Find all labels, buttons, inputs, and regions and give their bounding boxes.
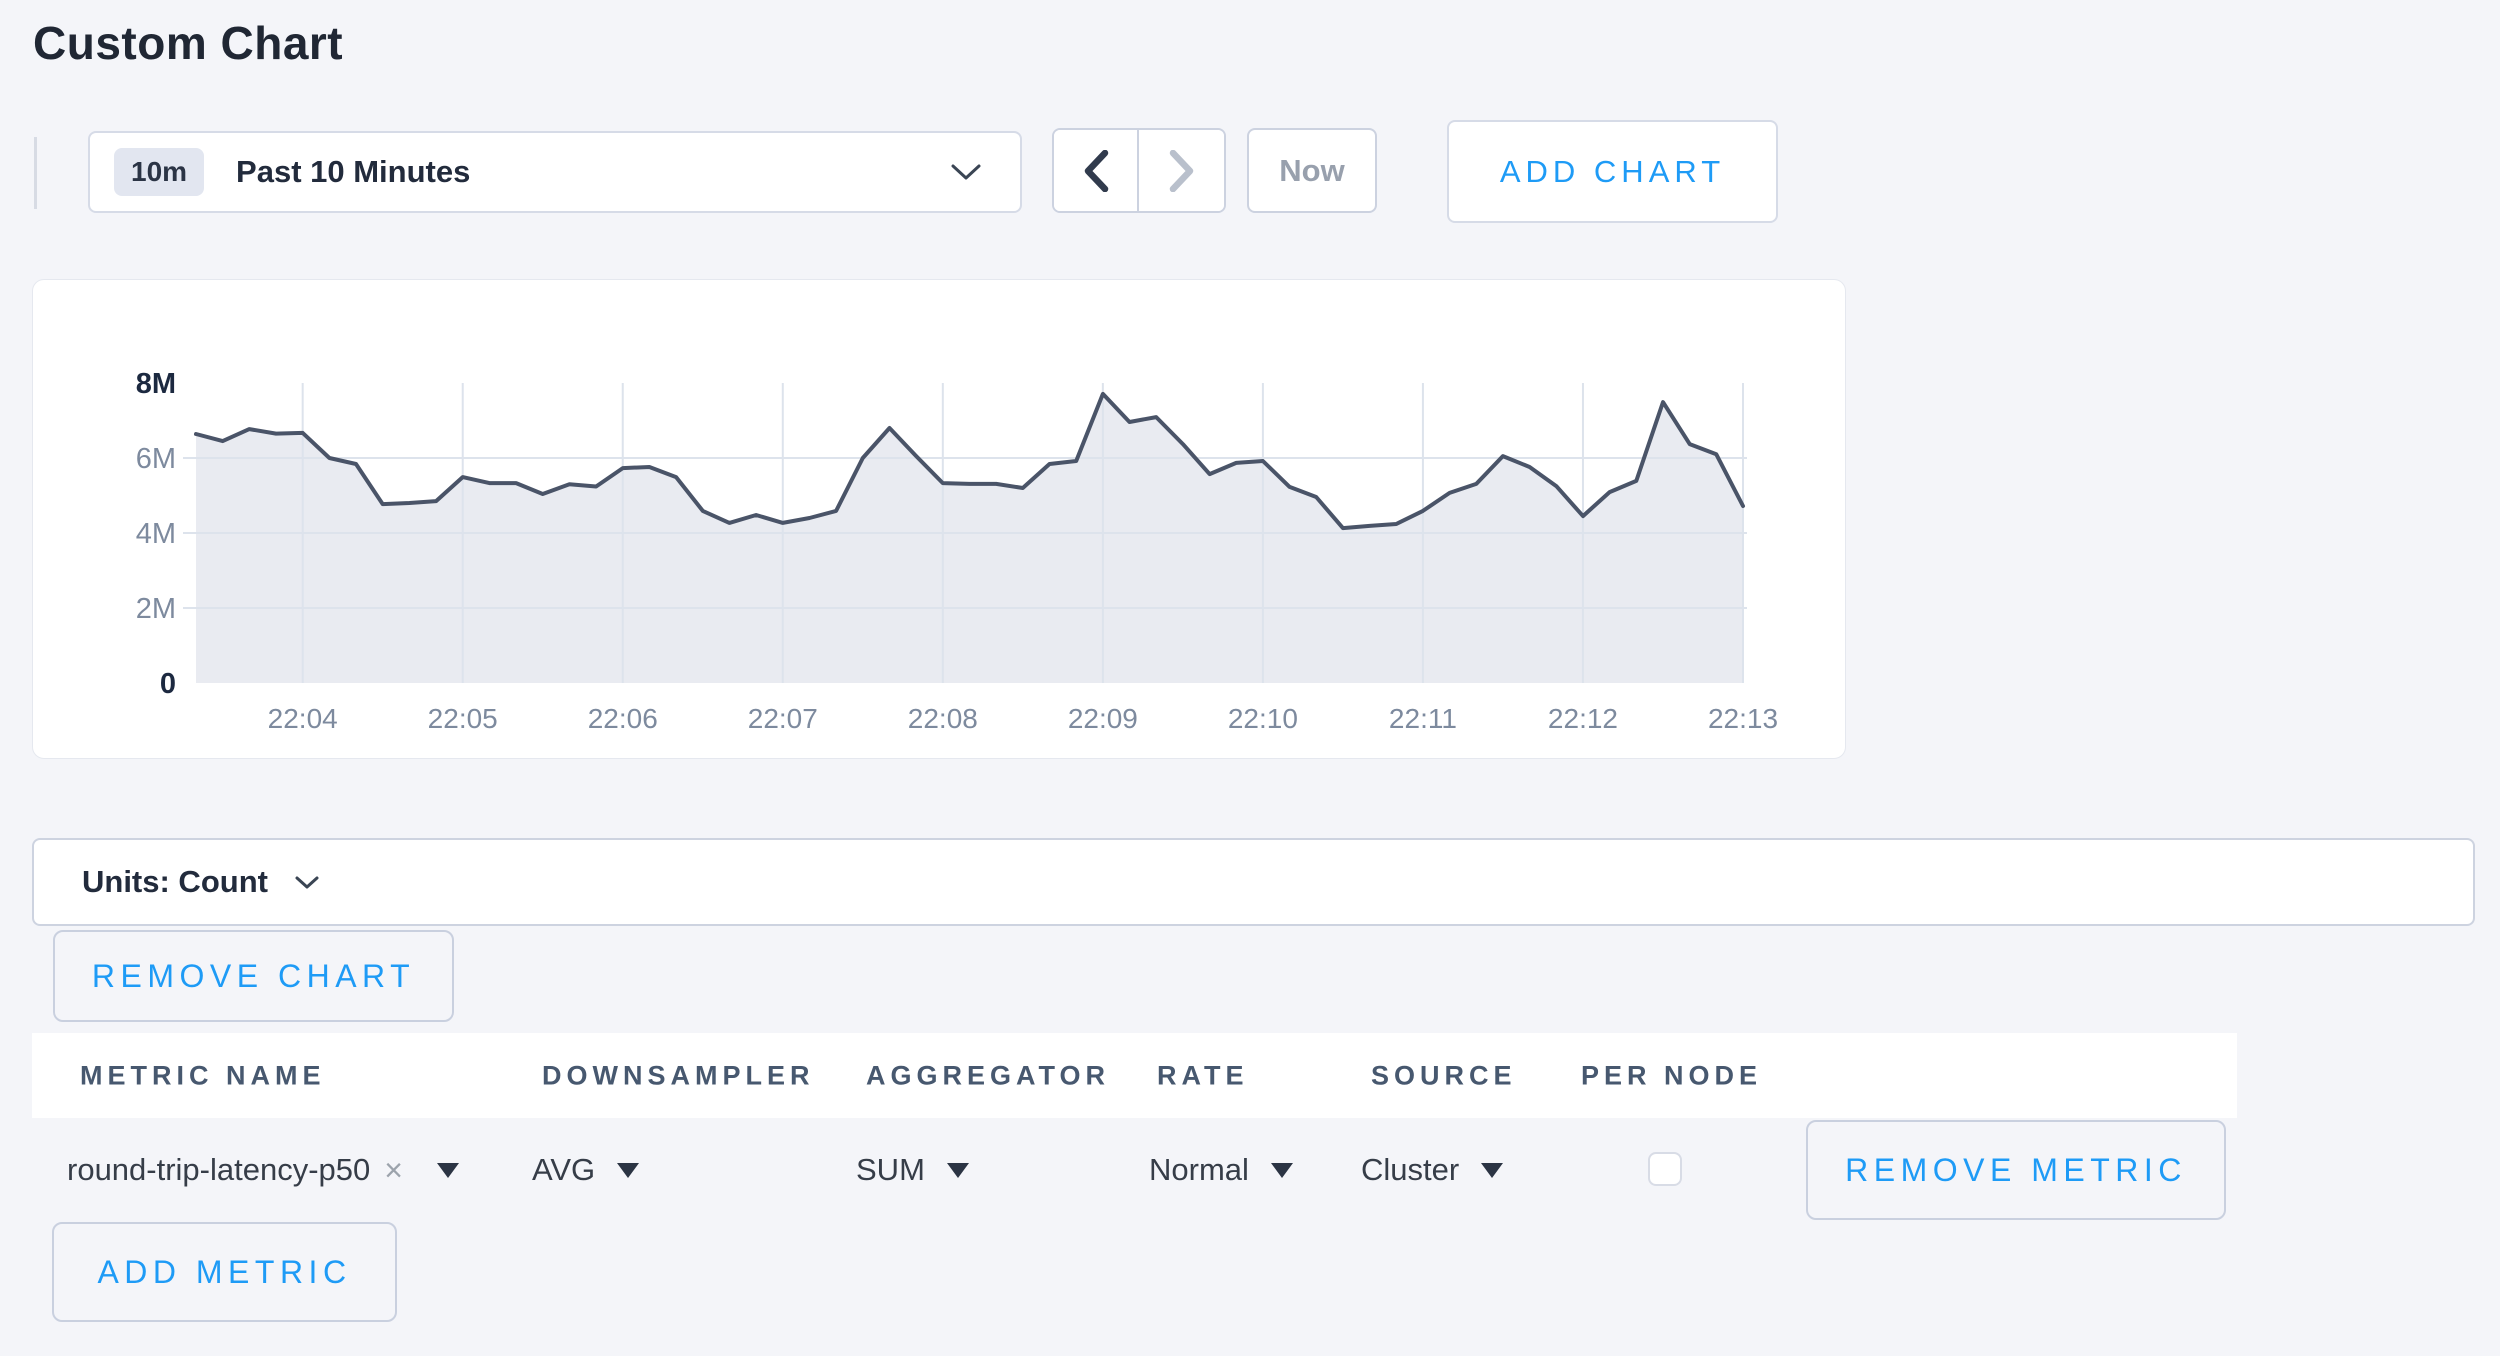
y-axis-label: 0 xyxy=(160,668,176,700)
downsampler-value: AVG xyxy=(532,1152,596,1187)
metrics-table-header: METRIC NAME DOWNSAMPLER AGGREGATOR RATE … xyxy=(32,1033,2237,1118)
caret-down-icon xyxy=(617,1162,640,1178)
chevron-right-icon xyxy=(1169,149,1193,192)
x-axis-label: 22:06 xyxy=(588,703,658,734)
x-axis-label: 22:10 xyxy=(1228,703,1298,734)
column-header-aggregator: AGGREGATOR xyxy=(866,1060,1111,1090)
downsampler-select[interactable]: AVG xyxy=(532,1148,640,1192)
rate-select[interactable]: Normal xyxy=(1149,1148,1293,1192)
remove-chart-button[interactable]: REMOVE CHART xyxy=(53,930,454,1022)
column-header-source: SOURCE xyxy=(1371,1060,1517,1090)
source-select[interactable]: Cluster xyxy=(1361,1148,1504,1192)
rate-value: Normal xyxy=(1149,1152,1249,1187)
remove-metric-button[interactable]: REMOVE METRIC xyxy=(1806,1120,2226,1220)
caret-down-icon xyxy=(1270,1162,1293,1178)
time-range-badge: 10m xyxy=(114,148,205,196)
x-axis-label: 22:13 xyxy=(1708,703,1778,734)
x-axis-label: 22:04 xyxy=(268,703,338,734)
chevron-left-icon xyxy=(1084,149,1108,192)
time-range-label: Past 10 Minutes xyxy=(236,154,471,189)
chart-card: 8M 6M 4M 2M 0 22:04 22:05 22:06 22:07 22:08 22:09 2… xyxy=(32,279,1846,759)
time-range-select[interactable]: 10m Past 10 Minutes xyxy=(88,131,1022,213)
units-select-label: Units: Count xyxy=(82,864,268,899)
y-axis-label: 6M xyxy=(136,443,176,475)
chart-area-fill xyxy=(196,393,1743,683)
units-select[interactable]: Units: Count xyxy=(32,838,2475,926)
now-button[interactable]: Now xyxy=(1247,128,1377,213)
add-metric-button[interactable]: ADD METRIC xyxy=(52,1222,397,1322)
x-axis-label: 22:11 xyxy=(1389,703,1457,734)
page-title: Custom Chart xyxy=(33,17,344,69)
toolbar-accent-divider xyxy=(34,137,37,209)
add-chart-button[interactable]: ADD CHART xyxy=(1447,120,1778,223)
timeseries-area-chart: 8M 6M 4M 2M 0 22:04 22:05 22:06 22:07 22:08 22:09 2… xyxy=(136,368,1778,734)
x-axis-label: 22:09 xyxy=(1068,703,1138,734)
y-axis-label: 8M xyxy=(136,368,176,400)
x-axis-label: 22:07 xyxy=(748,703,818,734)
time-pager xyxy=(1052,128,1226,213)
per-node-checkbox[interactable] xyxy=(1648,1152,1682,1186)
y-axis-label: 2M xyxy=(136,593,176,625)
column-header-rate: RATE xyxy=(1157,1060,1249,1090)
remove-x-icon[interactable]: × xyxy=(384,1151,403,1188)
chart-line xyxy=(194,391,1745,531)
metric-name-value: round-trip-latency-p50 xyxy=(67,1152,371,1187)
column-header-metric-name: METRIC NAME xyxy=(80,1060,326,1090)
x-axis-label: 22:08 xyxy=(908,703,978,734)
caret-down-icon xyxy=(946,1162,969,1178)
y-axis-label: 4M xyxy=(136,518,176,550)
next-range-button[interactable] xyxy=(1139,130,1224,211)
prev-range-button[interactable] xyxy=(1054,130,1139,211)
caret-down-icon xyxy=(436,1162,459,1178)
x-axis-label: 22:12 xyxy=(1548,703,1618,734)
caret-down-icon xyxy=(1481,1162,1504,1178)
aggregator-value: SUM xyxy=(856,1152,925,1187)
column-header-downsampler: DOWNSAMPLER xyxy=(542,1060,815,1090)
source-value: Cluster xyxy=(1361,1152,1460,1187)
chevron-down-icon xyxy=(951,164,981,180)
aggregator-select[interactable]: SUM xyxy=(856,1148,969,1192)
metric-name-select[interactable]: round-trip-latency-p50 × xyxy=(67,1148,459,1192)
chevron-down-icon xyxy=(295,876,319,888)
x-axis-label: 22:05 xyxy=(428,703,498,734)
column-header-per-node: PER NODE xyxy=(1581,1060,1763,1090)
